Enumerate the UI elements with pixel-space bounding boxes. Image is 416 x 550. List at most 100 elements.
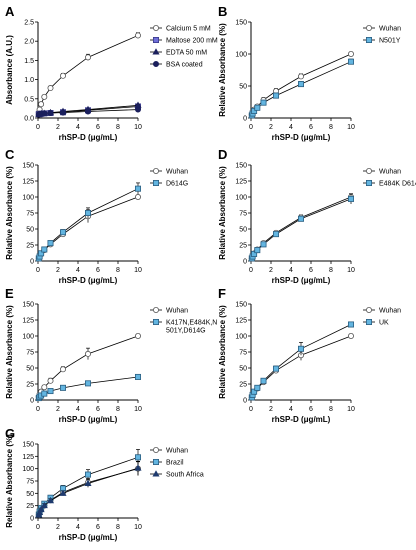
panel-b: B 0 50 100 150 0 2 4 6 8 10 rhSP-D (μg/mL) Relative … — [218, 4, 401, 142]
panel-f: F 0 25 50 75 100 125 150 0 2 4 6 8 10 rhSP-D (μg/mL) Re… — [218, 286, 401, 424]
legend-marker — [152, 61, 159, 68]
data-point — [85, 350, 92, 357]
data-point — [41, 110, 48, 117]
x-axis-title: rhSP-D (μg/mL) — [59, 533, 118, 542]
y-tick-label: 125 — [235, 318, 247, 325]
data-point — [60, 72, 67, 79]
panel-letter: F — [218, 286, 226, 301]
series-line — [250, 196, 352, 262]
legend-entry: Wuhan — [363, 306, 401, 315]
data-point — [134, 454, 141, 461]
data-point — [40, 501, 48, 509]
panel-a: A 0.0 0.5 1.0 1.5 2.0 2.5 0 2 4 6 8 10 rhSP-D (μg/mL)… — [5, 4, 218, 142]
data-point — [60, 109, 67, 116]
legend-entry: Wuhan — [150, 167, 188, 176]
y-axis-title: Absorbance (A.U.) — [5, 35, 14, 105]
x-tick-label: 10 — [347, 406, 355, 413]
legend-entry: South Africa — [150, 470, 204, 479]
y-tick-label: 75 — [26, 211, 34, 218]
data-point — [297, 81, 304, 88]
legend-marker — [365, 167, 372, 174]
series-line — [250, 198, 352, 262]
y-tick-label: 50 — [239, 366, 247, 373]
y-axis-title: Relative Absorbance (%) — [5, 166, 14, 260]
x-tick-label: 6 — [96, 267, 100, 274]
legend-label: Wuhan — [379, 169, 401, 176]
data-point — [84, 479, 92, 486]
data-point — [41, 246, 48, 253]
legend-marker — [365, 179, 372, 186]
y-tick-label: 0 — [30, 516, 34, 523]
x-tick-label: 2 — [56, 124, 60, 131]
x-tick-label: 2 — [56, 267, 60, 274]
legend-marker — [365, 306, 372, 313]
y-tick-label: 125 — [22, 318, 34, 325]
y-tick-label: 125 — [22, 179, 34, 186]
panel-letter: A — [5, 4, 15, 19]
legend-entry: EDTA 50 mM — [150, 48, 207, 57]
data-point — [260, 241, 267, 248]
data-point — [347, 321, 354, 328]
series-line — [250, 324, 352, 401]
y-tick-label: 100 — [22, 466, 34, 473]
series-line — [37, 35, 139, 119]
series-line — [250, 61, 352, 119]
y-tick-label: 0 — [243, 398, 247, 405]
data-point — [41, 390, 48, 397]
x-tick-label: 2 — [56, 524, 60, 531]
x-tick-label: 8 — [116, 124, 120, 131]
series-1 — [248, 321, 354, 401]
data-point — [254, 104, 261, 111]
series-1 — [248, 58, 354, 119]
x-tick-label: 0 — [249, 267, 253, 274]
data-point — [41, 384, 48, 391]
data-point — [37, 505, 45, 513]
data-point — [134, 32, 141, 39]
x-tick-label: 8 — [329, 267, 333, 274]
legend-marker — [152, 167, 159, 174]
x-tick-label: 0 — [36, 124, 40, 131]
data-point — [254, 384, 261, 391]
y-tick-label: 0.0 — [24, 116, 34, 123]
legend-entry: Wuhan — [363, 167, 401, 176]
legend-marker — [365, 24, 372, 31]
y-axis-title: Relative Absorbance (%) — [5, 434, 14, 528]
data-point — [85, 54, 92, 61]
x-tick-label: 0 — [36, 406, 40, 413]
legend-marker — [152, 24, 159, 31]
data-point — [47, 85, 54, 92]
legend-label: EDTA 50 mM — [166, 50, 207, 57]
x-tick-label: 4 — [76, 124, 80, 131]
x-tick-label: 0 — [36, 267, 40, 274]
data-point — [38, 101, 45, 108]
x-axis-title: rhSP-D (μg/mL) — [59, 415, 118, 424]
data-point — [47, 388, 54, 395]
x-tick-label: 4 — [76, 267, 80, 274]
series-0 — [248, 332, 354, 401]
x-tick-label: 10 — [347, 124, 355, 131]
data-point — [85, 209, 92, 216]
panel-letter: C — [5, 147, 15, 162]
x-tick-label: 10 — [134, 406, 142, 413]
x-tick-label: 6 — [309, 124, 313, 131]
legend-label: Calcium 5 mM — [166, 26, 211, 33]
data-point — [47, 240, 54, 247]
legend-label: South Africa — [166, 472, 204, 479]
y-tick-label: 25 — [239, 243, 247, 250]
x-tick-label: 8 — [116, 524, 120, 531]
x-tick-label: 10 — [134, 524, 142, 531]
series-line — [37, 196, 139, 262]
x-tick-label: 4 — [76, 406, 80, 413]
x-tick-label: 6 — [96, 406, 100, 413]
y-tick-label: 25 — [239, 382, 247, 389]
y-tick-label: 0 — [243, 259, 247, 266]
data-point — [134, 332, 141, 339]
series-2 — [35, 460, 142, 519]
data-point — [260, 377, 267, 384]
y-tick-label: 75 — [239, 211, 247, 218]
x-tick-label: 10 — [134, 267, 142, 274]
x-tick-label: 0 — [36, 524, 40, 531]
x-axis-title: rhSP-D (μg/mL) — [59, 133, 118, 142]
x-axis-title: rhSP-D (μg/mL) — [272, 415, 331, 424]
